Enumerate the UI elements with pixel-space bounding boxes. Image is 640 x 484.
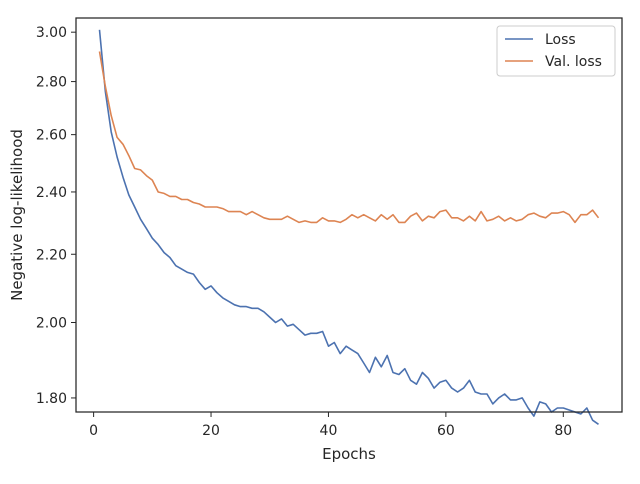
- y-tick-label: 3.00: [36, 25, 67, 41]
- series-line-loss: [98, 29, 599, 425]
- y-tick-label: 2.00: [36, 316, 67, 332]
- y-tick-label: 2.60: [36, 128, 67, 144]
- series-line-val-loss: [98, 51, 600, 224]
- y-tick-label: 1.80: [36, 391, 67, 407]
- axis-ticks: 0 20 40 60 80 1.80 2.00 2.20 2.40 2.60 2.80 3.00: [36, 25, 572, 439]
- y-tick-label: 2.40: [36, 185, 67, 201]
- y-tick-label: 2.80: [36, 75, 67, 91]
- x-tick-label: 60: [437, 423, 455, 439]
- x-tick-label: 80: [554, 423, 572, 439]
- legend: Loss Val. loss: [496, 25, 616, 77]
- y-tick-label: 2.20: [36, 247, 67, 263]
- x-tick-label: 40: [320, 423, 338, 439]
- y-axis-label: Negative log-likelihood: [8, 129, 26, 301]
- x-axis-label: Epochs: [322, 445, 376, 463]
- x-tick-label: 20: [202, 423, 220, 439]
- legend-label-loss: Loss: [545, 32, 576, 48]
- x-tick-label: 0: [89, 423, 98, 439]
- series-lines: [98, 29, 600, 425]
- plot-frame: [75, 17, 623, 413]
- legend-label-val-loss: Val. loss: [545, 54, 602, 70]
